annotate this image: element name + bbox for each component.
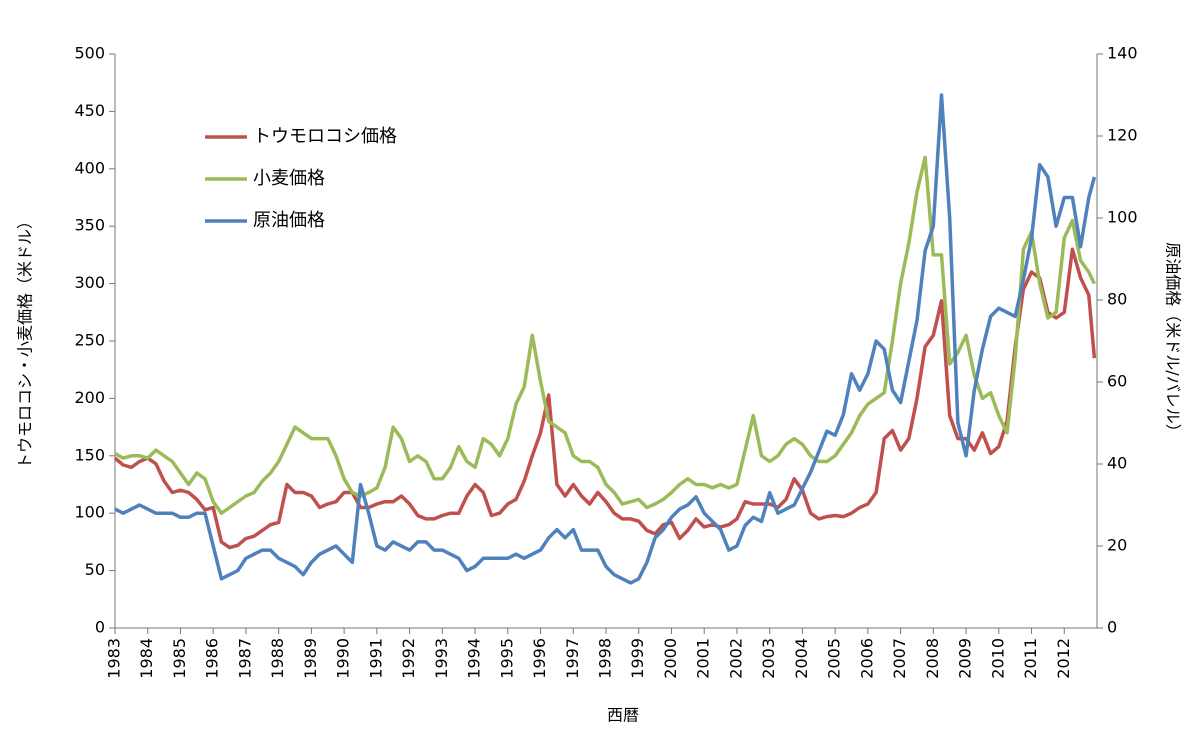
y-tick-label: 400 [74, 158, 105, 177]
x-tick-label: 2008 [923, 638, 942, 679]
x-tick-label: 1984 [137, 638, 156, 679]
y2-tick-label: 80 [1107, 290, 1127, 309]
x-tick-label: 1990 [334, 638, 353, 679]
x-tick-label: 1995 [497, 638, 516, 679]
x-tick-label: 2002 [726, 638, 745, 679]
x-tick-label: 2012 [1054, 638, 1073, 679]
x-tick-label: 2000 [661, 638, 680, 679]
x-tick-label: 2007 [890, 638, 909, 679]
x-axis-label: 西暦 [607, 706, 639, 725]
y-tick-label: 250 [74, 331, 105, 350]
x-tick-label: 2001 [694, 638, 713, 679]
y-tick-label: 350 [74, 216, 105, 235]
x-tick-label: 1997 [563, 638, 582, 679]
y2-tick-label: 20 [1107, 536, 1127, 555]
y2-tick-label: 0 [1107, 618, 1117, 637]
y-axis-label: トウモロコシ・小麦価格（米ドル） [16, 213, 35, 469]
y2-axis-label: 原油価格（米ドル/バレル） [1164, 242, 1183, 439]
y-tick-label: 0 [95, 618, 105, 637]
x-tick-label: 1987 [235, 638, 254, 679]
x-tick-label: 1985 [170, 638, 189, 679]
x-tick-label: 1996 [530, 638, 549, 679]
y2-tick-label: 140 [1107, 44, 1138, 63]
y2-tick-label: 60 [1107, 372, 1127, 391]
y-tick-label: 300 [74, 273, 105, 292]
y-tick-label: 200 [74, 388, 105, 407]
x-tick-label: 1989 [301, 638, 320, 679]
y-tick-label: 50 [85, 560, 105, 579]
x-tick-label: 1988 [268, 638, 287, 679]
x-tick-label: 1983 [105, 638, 124, 679]
y2-tick-label: 40 [1107, 454, 1127, 473]
x-tick-label: 2005 [825, 638, 844, 679]
legend-label: 小麦価格 [253, 168, 325, 189]
x-tick-label: 1986 [203, 638, 222, 679]
legend-label: 原油価格 [253, 210, 325, 231]
x-tick-label: 1999 [628, 638, 647, 679]
y-tick-label: 100 [74, 503, 105, 522]
series-line [114, 93, 1097, 585]
x-tick-label: 1993 [432, 638, 451, 679]
x-tick-label: 1998 [596, 638, 615, 679]
y2-tick-label: 120 [1107, 126, 1138, 145]
series-line [113, 247, 1097, 550]
x-tick-label: 1994 [465, 638, 484, 679]
legend-label: トウモロコシ価格 [253, 126, 397, 147]
y-tick-label: 150 [74, 445, 105, 464]
x-tick-label: 1991 [366, 638, 385, 679]
y2-tick-label: 100 [1107, 208, 1138, 227]
x-tick-label: 2003 [759, 638, 778, 679]
x-tick-label: 2004 [792, 638, 811, 679]
y-tick-label: 500 [74, 44, 105, 63]
series-line [114, 155, 1096, 515]
x-tick-label: 1992 [399, 638, 418, 679]
x-tick-label: 2010 [988, 638, 1007, 679]
y-tick-label: 450 [74, 101, 105, 120]
x-tick-label: 2009 [956, 638, 975, 679]
x-tick-label: 2011 [1021, 638, 1040, 679]
x-tick-label: 2006 [857, 638, 876, 679]
